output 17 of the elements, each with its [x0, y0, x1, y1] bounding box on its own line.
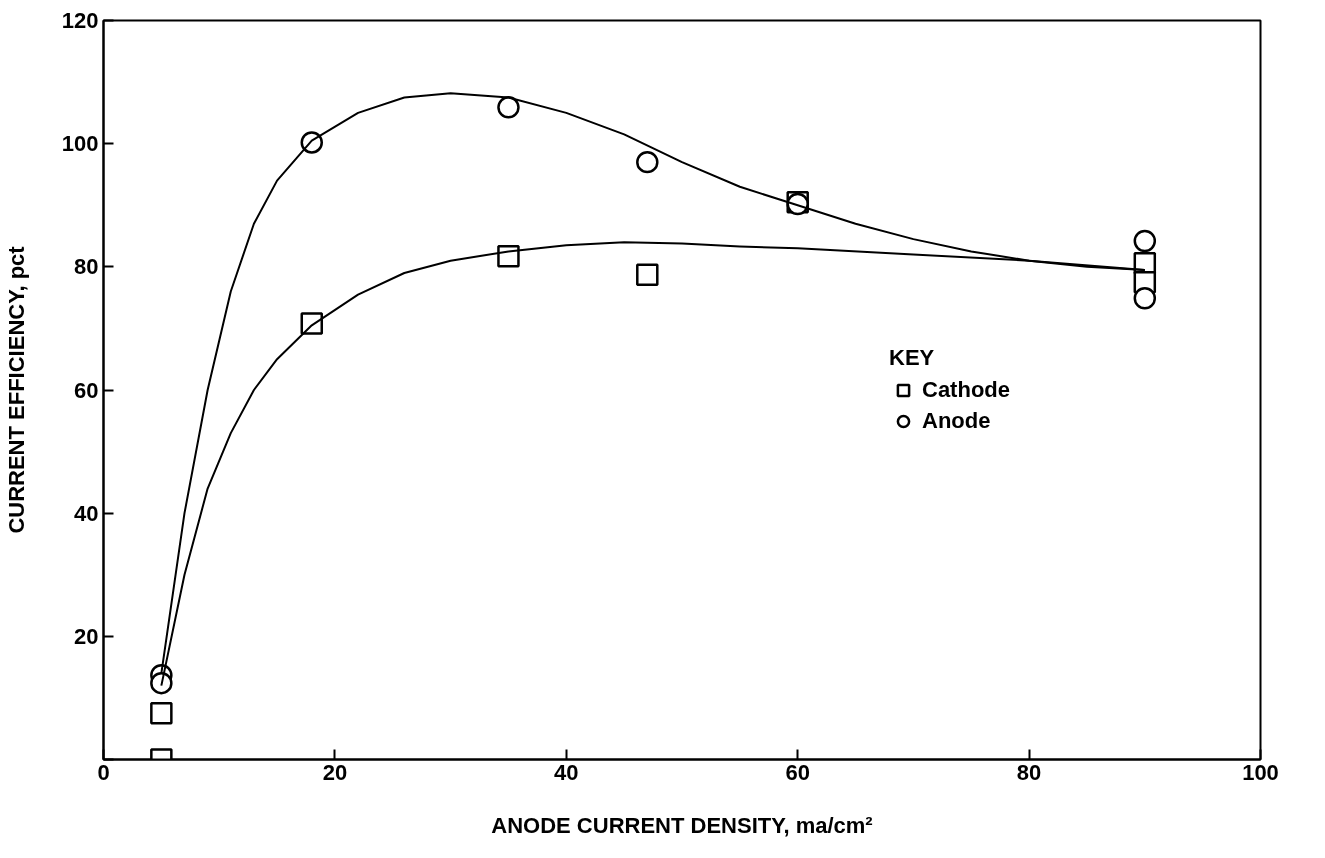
y-tick-label: 100: [61, 131, 99, 157]
x-tick-label: 80: [1016, 759, 1042, 785]
y-tick-label: 80: [74, 254, 99, 280]
y-tick-label: 120: [61, 8, 99, 33]
x-tick-label: 20: [322, 759, 348, 785]
x-tick-label: 40: [554, 759, 579, 785]
legend-title: KEY: [889, 344, 936, 371]
y-tick-label: 40: [74, 500, 99, 526]
y-axis-title: CURRENT EFFICIENCY, pct: [3, 245, 29, 534]
x-tick-label: 0: [97, 759, 110, 785]
x-axis-title: ANODE CURRENT DENSITY, ma/cm²: [491, 812, 873, 838]
x-tick-label: 100: [1242, 759, 1279, 785]
y-tick-label: 20: [74, 623, 99, 649]
x-tick-label: 60: [785, 759, 810, 785]
legend-label: Anode: [922, 407, 991, 434]
y-tick-label: 60: [74, 377, 99, 403]
legend-label: Cathode: [922, 376, 1010, 403]
